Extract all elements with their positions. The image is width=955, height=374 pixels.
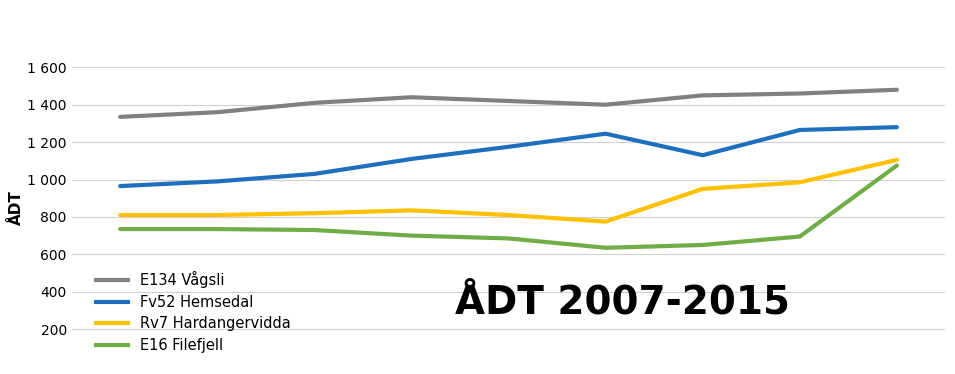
Text: 2011: 2011 bbox=[487, 17, 530, 32]
Text: 2008: 2008 bbox=[196, 17, 239, 32]
Text: 2013: 2013 bbox=[682, 17, 724, 32]
Text: 2010: 2010 bbox=[391, 17, 433, 32]
Text: 2009: 2009 bbox=[293, 17, 335, 32]
Text: 2014: 2014 bbox=[778, 17, 821, 32]
Text: ÅDT 2007-2015: ÅDT 2007-2015 bbox=[455, 284, 790, 322]
Text: 2015: 2015 bbox=[876, 17, 918, 32]
Y-axis label: ÅDT: ÅDT bbox=[10, 190, 25, 225]
Legend: E134 Vågsli, Fv52 Hemsedal, Rv7 Hardangervidda, E16 Filefjell: E134 Vågsli, Fv52 Hemsedal, Rv7 Hardange… bbox=[96, 271, 291, 353]
Text: 2007: 2007 bbox=[99, 17, 141, 32]
Text: 2012: 2012 bbox=[584, 17, 626, 32]
